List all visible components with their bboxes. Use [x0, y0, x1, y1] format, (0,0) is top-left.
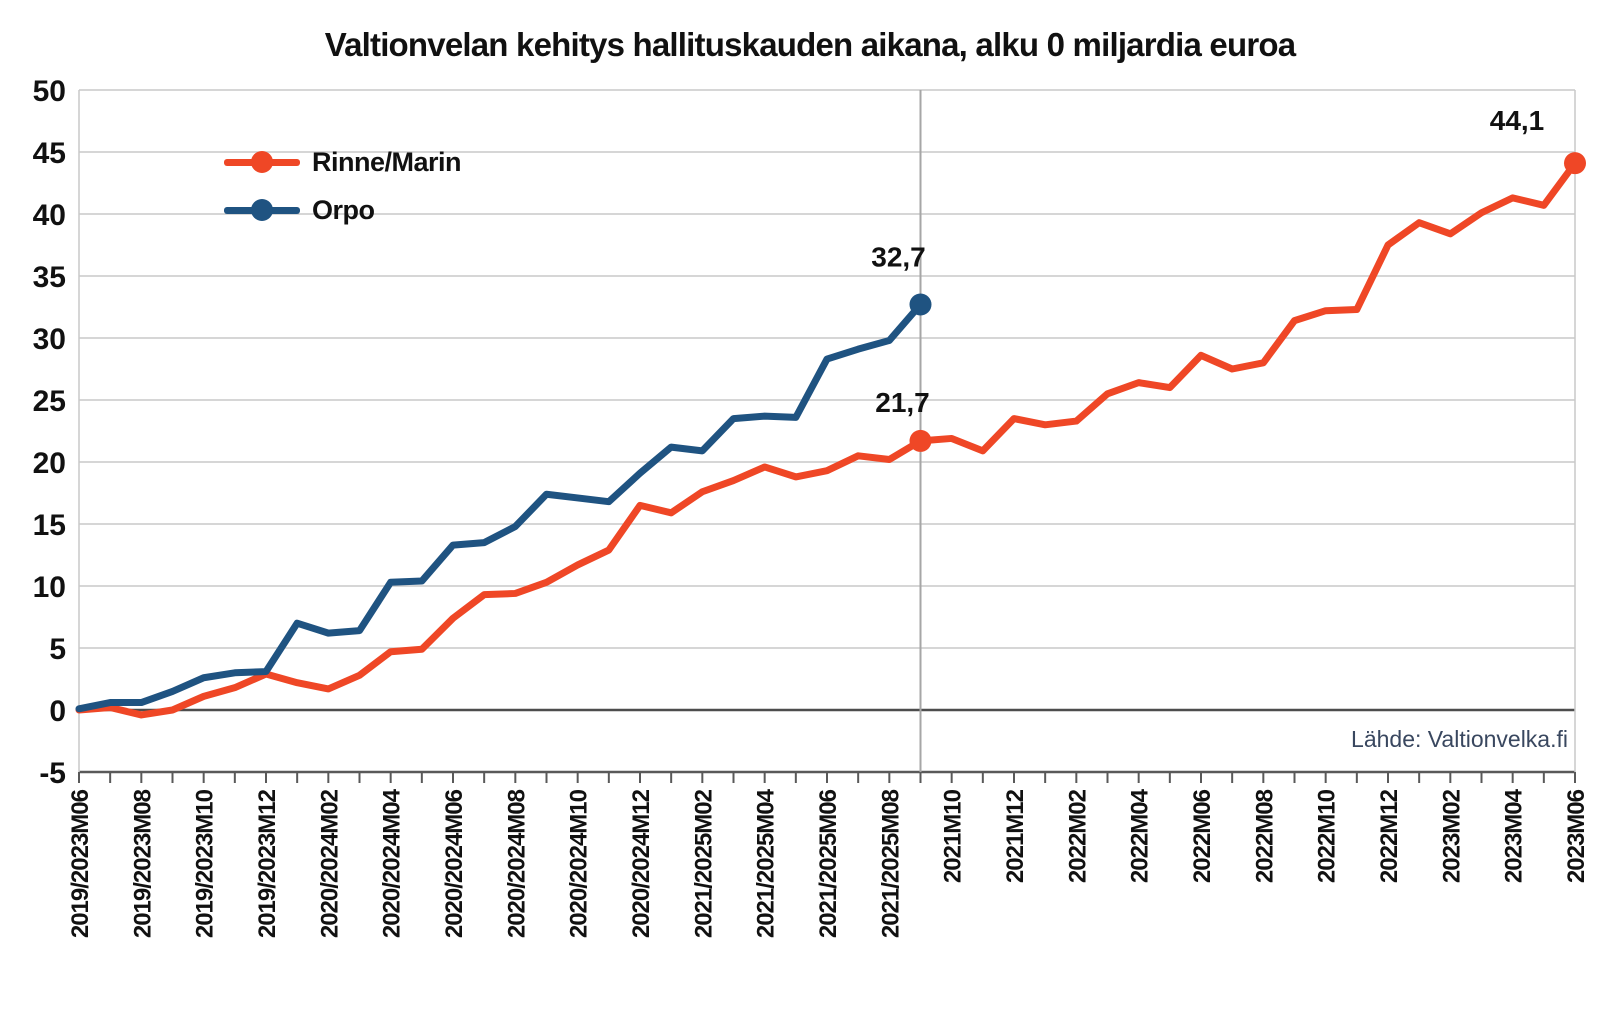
endpoint-marker: [1564, 152, 1586, 175]
svg-text:2021/2025M08: 2021/2025M08: [877, 789, 904, 938]
x-axis: [78, 772, 1576, 783]
legend-dot-swatch: [251, 199, 273, 221]
legend: Rinne/Marin Orpo: [224, 138, 462, 234]
svg-text:25: 25: [33, 385, 66, 418]
svg-text:2020/2024M10: 2020/2024M10: [566, 789, 593, 938]
svg-text:50: 50: [33, 75, 66, 108]
legend-label: Rinne/Marin: [312, 146, 462, 177]
series-line-rinne-marin: [75, 159, 1579, 719]
svg-text:2022M02: 2022M02: [1064, 789, 1091, 883]
svg-text:30: 30: [33, 323, 66, 356]
svg-text:2022M06: 2022M06: [1189, 789, 1216, 883]
svg-text:45: 45: [33, 137, 66, 170]
svg-text:2021/2025M06: 2021/2025M06: [815, 789, 842, 938]
svg-text:40: 40: [33, 199, 66, 232]
svg-text:2023M04: 2023M04: [1501, 788, 1528, 883]
svg-text:2022M10: 2022M10: [1314, 789, 1341, 883]
legend-entry-rinne-marin: Rinne/Marin: [224, 138, 462, 186]
legend-label: Orpo: [312, 194, 375, 225]
svg-text:2021M10: 2021M10: [940, 789, 967, 883]
svg-text:2021/2025M02: 2021/2025M02: [690, 789, 717, 938]
chart-title: Valtionvelan kehitys hallituskauden aika…: [324, 26, 1296, 63]
svg-text:15: 15: [33, 509, 66, 542]
y-gridlines: [78, 89, 1576, 774]
svg-text:2021/2025M04: 2021/2025M04: [753, 788, 780, 938]
svg-text:2021M12: 2021M12: [1002, 789, 1029, 883]
series-line-orpo: [75, 301, 924, 713]
data-label: 32,7: [871, 242, 926, 273]
svg-text:2020/2024M02: 2020/2024M02: [316, 789, 343, 938]
svg-text:10: 10: [33, 571, 66, 604]
data-label: 21,7: [875, 387, 930, 418]
svg-text:2019/2023M12: 2019/2023M12: [254, 789, 281, 938]
svg-text:2020/2024M08: 2020/2024M08: [503, 789, 530, 938]
svg-text:0: 0: [49, 695, 66, 728]
source-note: Lähde: Valtionvelka.fi: [1351, 726, 1568, 752]
svg-text:2019/2023M08: 2019/2023M08: [129, 789, 156, 938]
data-label: 44,1: [1490, 105, 1545, 136]
svg-text:35: 35: [33, 261, 66, 294]
legend-marker-orpo: [224, 199, 300, 221]
svg-text:2020/2024M04: 2020/2024M04: [379, 788, 406, 938]
svg-text:2019/2023M10: 2019/2023M10: [192, 789, 219, 938]
svg-text:5: 5: [49, 633, 66, 666]
legend-marker-rinne-marin: [224, 151, 300, 173]
x-axis-labels: 2019/2023M06 2019/2023M08 2019/2023M10 2019…: [67, 788, 1590, 938]
legend-dot-swatch: [251, 151, 273, 173]
svg-text:2022M04: 2022M04: [1127, 788, 1154, 883]
svg-text:-5: -5: [39, 757, 66, 790]
svg-text:2023M06: 2023M06: [1563, 789, 1590, 883]
endpoint-marker: [909, 293, 932, 316]
svg-text:2020/2024M12: 2020/2024M12: [628, 789, 655, 938]
svg-text:2023M02: 2023M02: [1438, 789, 1465, 883]
endpoint-marker: [909, 429, 932, 452]
y-axis-labels: -5 0 5 10 15 20 25 30 35 40 45 50: [33, 75, 66, 790]
svg-text:2020/2024M06: 2020/2024M06: [441, 789, 468, 938]
svg-text:2022M08: 2022M08: [1251, 789, 1278, 883]
svg-text:2019/2023M06: 2019/2023M06: [67, 789, 94, 938]
svg-text:2022M12: 2022M12: [1376, 789, 1403, 883]
legend-entry-orpo: Orpo: [224, 186, 461, 234]
svg-text:20: 20: [33, 447, 66, 480]
